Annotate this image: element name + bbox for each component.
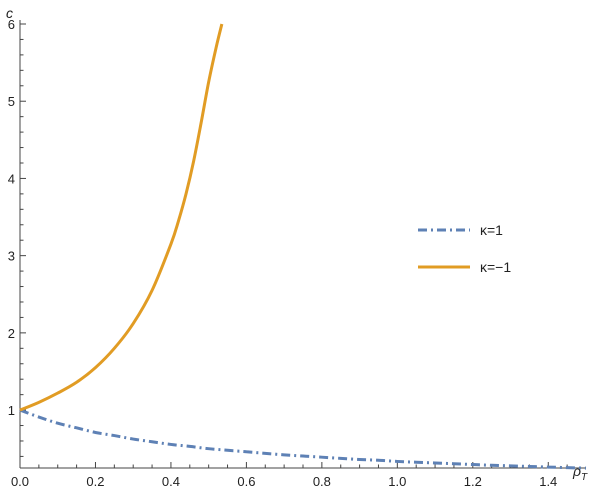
x-tick-label: 0.2 — [86, 474, 104, 489]
x-tick-label: 0.6 — [237, 474, 255, 489]
x-tick-label: 1.0 — [388, 474, 406, 489]
axes — [19, 20, 586, 469]
x-axis-label-main: ρ — [572, 463, 581, 479]
legend-label-1: κ=1 — [480, 222, 503, 238]
x-tick-label: 0.0 — [11, 474, 29, 489]
x-axis-label: ρT — [572, 463, 588, 483]
y-axis-label: c — [6, 5, 13, 21]
series-line-2 — [19, 23, 224, 412]
series-line-1 — [19, 408, 587, 470]
x-tick-label: 0.4 — [162, 474, 180, 489]
y-tick-label: 3 — [8, 249, 15, 264]
x-tick-label: 1.2 — [464, 474, 482, 489]
y-tick-label: 1 — [8, 403, 15, 418]
ticks: 0.0 0.2 0.4 0.6 0.8 1.0 1.2 1.4 1 2 3 4 5 6 — [8, 17, 568, 489]
legend: κ=1 κ=−1 — [418, 222, 511, 275]
x-tick-label: 1.4 — [539, 474, 557, 489]
x-tick-label: 0.8 — [313, 474, 331, 489]
y-tick-label: 6 — [8, 17, 15, 32]
y-tick-label: 5 — [8, 94, 15, 109]
legend-label-2: κ=−1 — [480, 259, 511, 275]
y-tick-label: 4 — [8, 171, 15, 186]
x-axis-label-sub: T — [581, 472, 588, 483]
series-lines — [19, 23, 587, 470]
y-tick-label: 2 — [8, 326, 15, 341]
